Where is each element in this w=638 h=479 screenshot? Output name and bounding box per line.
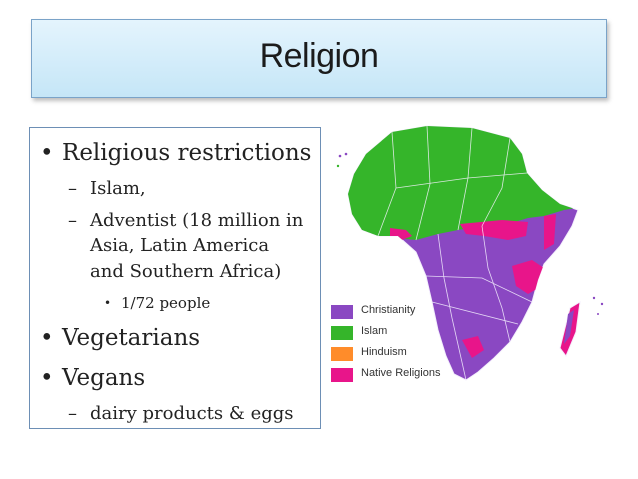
native-region-central [460, 220, 528, 240]
native-region-east [512, 260, 544, 294]
africa-religion-map [332, 118, 612, 398]
bullet-icon: • [40, 140, 54, 166]
dash-icon: – [68, 403, 77, 424]
bullet-icon: • [104, 296, 112, 310]
native-region-horn [544, 214, 556, 250]
native-religions-swatch-icon [331, 368, 353, 382]
title-banner: Religion [31, 19, 607, 98]
islam-swatch-icon [331, 326, 353, 340]
christianity-swatch-icon [331, 305, 353, 319]
bullet-icon: • [40, 325, 54, 351]
hinduism-swatch-icon [331, 347, 353, 361]
bullet-list-box: • Religious restrictions – Islam, – Adve… [29, 127, 321, 429]
slide-title: Religion [259, 37, 379, 75]
dash-icon: – [68, 178, 77, 199]
native-region-south [462, 336, 484, 358]
dash-icon: – [68, 210, 77, 231]
bullet-icon: • [40, 365, 54, 391]
